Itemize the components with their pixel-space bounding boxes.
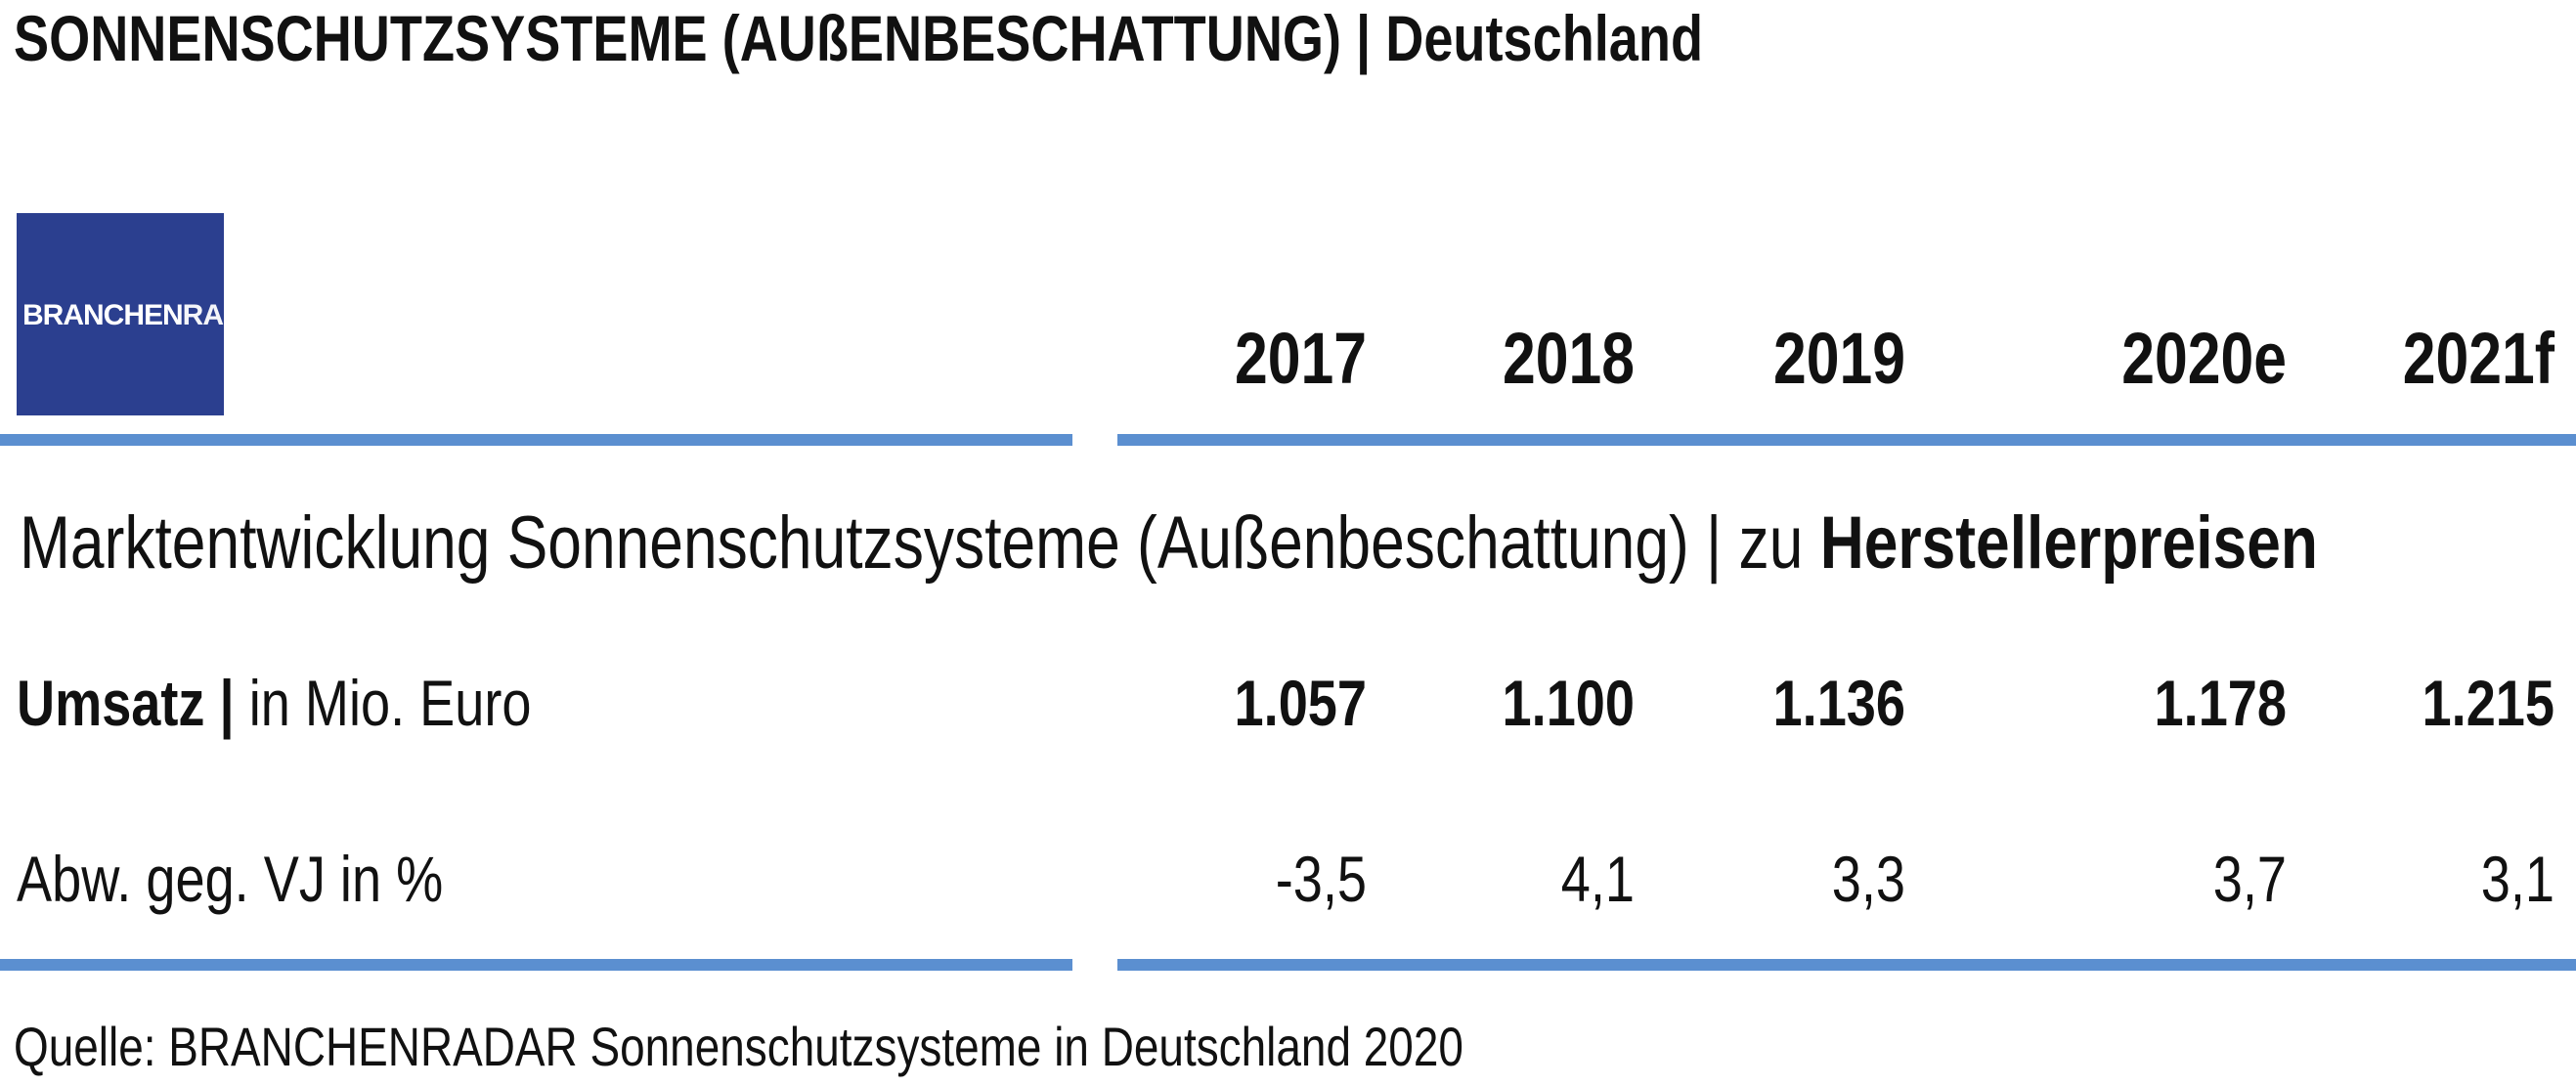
- cell: 3,3: [1831, 843, 1905, 915]
- title: SONNENSCHUTZSYSTEME (AUßENBESCHATTUNG) |…: [14, 2, 1704, 74]
- logo-part2: RADAR: [182, 299, 284, 331]
- row-label: Umsatz | in Mio. Euro: [17, 671, 531, 735]
- cell: 1.178: [2154, 667, 2287, 739]
- logo-part1: BRANCHEN: [22, 299, 184, 331]
- cell: 1.100: [1502, 667, 1635, 739]
- cell: 3,7: [2212, 843, 2287, 915]
- cell: -3,5: [1275, 843, 1367, 915]
- rule: [0, 434, 1072, 446]
- source: Quelle: BRANCHENRADAR Sonnenschutzsystem…: [14, 1016, 1463, 1077]
- cell: 1.215: [2422, 667, 2554, 739]
- column-header: 2017: [1235, 318, 1367, 399]
- subtitle-text: Marktentwicklung Sonnenschutzsysteme (Au…: [20, 501, 1820, 585]
- column-header: 2018: [1503, 318, 1635, 399]
- cell: 3,1: [2480, 843, 2554, 915]
- subtitle-bold: Herstellerpreisen: [1819, 501, 2318, 585]
- cell: 1.136: [1772, 667, 1905, 739]
- cell: 4,1: [1560, 843, 1635, 915]
- rule: [1117, 434, 2576, 446]
- row-label-text: in Mio. Euro: [234, 667, 532, 739]
- rule: [0, 959, 1072, 971]
- logo: BRANCHENRADAR: [17, 213, 284, 415]
- column-header: 2019: [1773, 318, 1905, 399]
- row-label-bold: Umsatz |: [17, 667, 235, 739]
- row-label: Abw. geg. VJ in %: [17, 843, 444, 915]
- subtitle: Marktentwicklung Sonnenschutzsysteme (Au…: [20, 506, 2318, 581]
- rule: [1117, 959, 2576, 971]
- logo-text: BRANCHENRADAR: [22, 301, 284, 330]
- column-header: 2021f: [2402, 318, 2554, 399]
- cell: 1.057: [1234, 667, 1367, 739]
- column-header: 2020e: [2121, 318, 2287, 399]
